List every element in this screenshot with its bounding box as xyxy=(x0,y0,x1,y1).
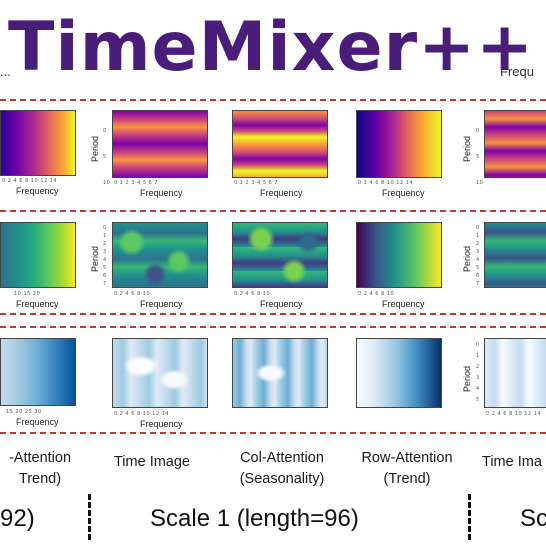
cropped-label-left: ... xyxy=(0,64,11,79)
divider-row3-top xyxy=(0,326,546,328)
caption-line2: (Trend) xyxy=(383,471,431,487)
caption-line1: Col-Attention xyxy=(240,450,324,466)
divider-row2-row3 xyxy=(0,313,546,315)
y-axis-label: Period xyxy=(90,135,100,162)
divider-bottom xyxy=(0,432,546,434)
scale-separator-right xyxy=(468,494,471,540)
scale-label-left: 92) xyxy=(0,505,35,532)
x-axis-label: Frequency xyxy=(140,188,183,198)
x-ticks: 0 2 4 6 8 10 12 14 xyxy=(114,411,170,417)
y-axis-label: Period xyxy=(462,365,472,392)
diagram-title: TimeMixer++ xyxy=(8,8,535,87)
x-axis-label: Frequency xyxy=(382,299,425,309)
caption-line2: Trend) xyxy=(18,471,62,487)
caption-line1: Time Image xyxy=(113,454,190,470)
x-axis-label: Frequency xyxy=(260,188,303,198)
x-ticks: 0 2 4 6 8 10 12 14 xyxy=(2,178,58,184)
caption-col1: -Attention Trend) xyxy=(0,448,88,490)
caption-line1: Row-Attention xyxy=(361,450,453,466)
caption-line1: Time Ima xyxy=(482,454,542,470)
title-banner: TimeMixer++ ... Frequ xyxy=(0,0,546,100)
x-ticks: 0 2 4 6 8 10 xyxy=(358,291,395,297)
x-ticks: 0 2 4 6 8 10 12 14 xyxy=(358,180,414,186)
x-ticks: 0 2 4 6 8 10 xyxy=(234,291,271,297)
x-ticks: 10 15 20 xyxy=(14,291,41,297)
x-ticks: 0 1 2 3 4 5 6 7 xyxy=(114,180,159,186)
x-ticks: 0 2 4 6 8 10 12 14 xyxy=(486,411,542,417)
divider-row1-row2 xyxy=(0,210,546,212)
y-axis-label: Period xyxy=(462,135,472,162)
caption-col5: Time Ima xyxy=(482,452,546,473)
x-ticks: 0 1 2 3 4 5 6 7 xyxy=(234,180,279,186)
caption-line2: (Seasonality) xyxy=(239,471,325,487)
x-ticks: 0 2 4 6 8 10 xyxy=(114,291,151,297)
scale-separator-left xyxy=(88,494,91,540)
caption-col3: Col-Attention (Seasonality) xyxy=(222,448,342,490)
x-axis-label: Frequency xyxy=(16,186,59,196)
y-ticks: 0 1 2 3 4 5 6 7 xyxy=(476,225,480,287)
y-axis-label: Period xyxy=(462,245,472,272)
x-axis-label: Frequency xyxy=(140,419,183,429)
x-axis-label: Frequency xyxy=(140,299,183,309)
x-axis-label: Frequency xyxy=(260,299,303,309)
caption-col2: Time Image xyxy=(100,452,204,473)
divider-top xyxy=(0,99,546,101)
caption-col4: Row-Attention (Trend) xyxy=(346,448,468,490)
y-ticks: 0 5 10 xyxy=(476,128,484,186)
scale-label-right: Sc xyxy=(520,505,546,532)
cropped-label-right: Frequ xyxy=(500,64,534,79)
caption-line1: -Attention xyxy=(8,450,72,466)
y-ticks: 0 1 2 3 4 5 6 7 xyxy=(103,225,107,287)
y-ticks: 0 5 10 xyxy=(103,128,111,186)
y-ticks: 0 1 2 3 4 5 xyxy=(476,342,480,403)
x-axis-label: Frequency xyxy=(382,188,425,198)
x-axis-label: Frequency xyxy=(16,417,59,427)
x-ticks: 15 20 25 30 xyxy=(6,409,42,415)
y-axis-label: Period xyxy=(90,245,100,272)
x-axis-label: Frequency xyxy=(16,299,59,309)
scale-label-main: Scale 1 (length=96) xyxy=(150,505,359,532)
